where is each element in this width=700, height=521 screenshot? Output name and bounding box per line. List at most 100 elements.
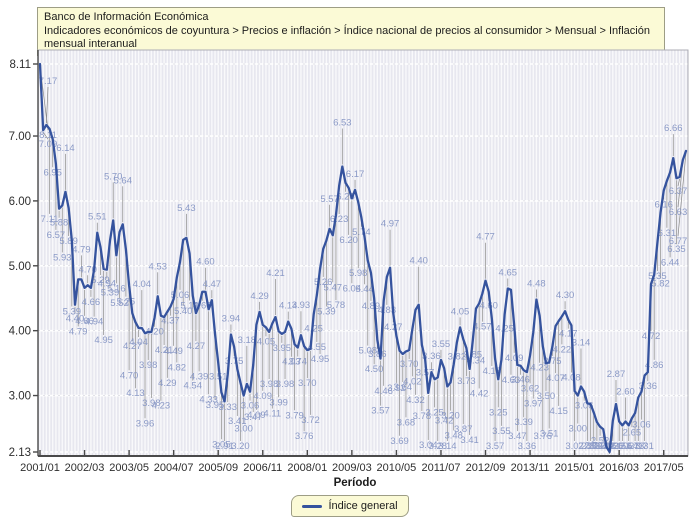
point-label: 4.86 [645,360,664,371]
point-label: 3.55 [492,426,511,437]
point-label: 4.39 [190,371,209,382]
point-label: 3.06 [575,401,594,412]
point-label: 5.64 [113,175,132,186]
x-tick-label: 2011/07 [421,462,460,474]
breadcrumb: Indicadores económicos de coyuntura > Pr… [44,24,650,51]
point-label: 6.28 [336,192,355,203]
point-label: 2.73 [626,441,645,452]
point-label: 4.23 [530,363,549,374]
point-label: 2.52 [591,436,610,447]
point-label: 4.89 [362,301,381,312]
point-label: 5.52 [110,298,129,309]
point-label: 4.60 [479,301,498,312]
point-label: 4.97 [381,219,400,230]
page-title: Banco de Información Económica [44,11,209,23]
point-label: 2.48 [594,441,613,452]
point-label: 3.62 [521,383,540,394]
point-label: 3.18 [238,335,257,346]
point-label: 3.25 [489,407,508,418]
point-label: 6.37 [669,186,688,197]
point-label: 3.72 [301,415,320,426]
point-label: 3.47 [244,412,263,423]
point-label: 3.69 [390,436,409,447]
point-label: 2.54 [613,441,632,452]
point-label: 4.34 [467,356,486,367]
point-label: 4.95 [311,354,330,365]
point-label: 4.07 [546,373,565,384]
point-label: 4.57 [473,322,492,333]
point-label: 4.04 [129,337,148,348]
point-label: 3.85 [464,349,483,360]
x-tick-label: 2013/11 [511,462,550,474]
point-label: 3.47 [508,431,527,442]
point-label: 6.63 [669,207,688,218]
point-label: 3.00 [569,424,588,435]
point-label: 4.77 [476,232,495,243]
point-label: 3.94 [222,314,241,325]
point-label: 4.05 [451,306,470,317]
point-label: 5.39 [101,287,120,298]
point-label: 4.05 [257,336,276,347]
series-line-swatch [302,504,323,508]
point-label: 2.59 [588,441,607,452]
point-label: 3.57 [486,441,505,452]
point-label: 5.40 [174,306,193,317]
x-tick-label: 2010/05 [377,462,417,474]
point-label: 4.48 [527,279,546,290]
point-label: 2.87 [607,369,626,380]
point-label: 3.86 [368,349,387,360]
point-label: 4.60 [193,301,212,312]
point-label: 4.70 [120,370,139,381]
point-label: 4.11 [263,409,281,420]
point-label: 5.44 [355,284,374,295]
point-label: 3.74 [289,357,308,368]
y-tick-label: 6.00 [9,196,31,208]
x-tick-label: 2002/03 [65,462,105,474]
point-label: 3.57 [371,406,390,417]
point-label: 5.19 [180,300,199,311]
point-label: 7.11 [41,214,59,225]
point-label: 4.79 [69,326,88,337]
point-label: 3.00 [234,424,253,435]
point-label: 3.06 [241,401,260,412]
point-label: 3.14 [438,441,457,452]
point-label: 4.37 [161,316,180,327]
point-label: 6.77 [669,236,688,247]
x-tick-label: 2017/05 [644,462,684,474]
point-label: 4.60 [196,257,215,268]
x-tick-label: 2003/05 [109,462,149,474]
x-tick-label: 2004/07 [154,462,194,474]
point-label: 5.88 [50,218,69,229]
point-label: 5.78 [327,300,346,311]
point-label: 4.25 [304,323,323,334]
point-label: 2.60 [610,441,629,452]
point-label: 4.95 [94,335,113,346]
point-label: 3.95 [206,400,225,411]
point-label: 3.78 [413,411,432,422]
point-label: 6.53 [333,118,352,129]
point-label: 3.07 [565,441,584,452]
y-tick-label: 7.00 [9,131,31,143]
point-label: 4.02 [403,376,422,387]
point-label: 6.95 [43,167,62,178]
point-label: 8.11 [39,130,57,141]
point-label: 4.49 [164,346,183,357]
point-label: 6.35 [667,244,686,255]
point-label: 4.13 [126,388,145,399]
point-label: 6.23 [330,214,349,225]
point-label: 5.47 [324,282,343,293]
point-label: 4.53 [148,261,167,272]
point-label: 3.50 [537,391,556,402]
leader-line [677,152,687,236]
point-label: 4.54 [183,381,202,392]
point-label: 3.05 [212,439,231,450]
x-tick-label: 2009/03 [332,462,372,474]
point-label: 6.14 [56,143,75,154]
point-label: 3.98 [276,379,295,390]
point-label: 4.46 [374,386,393,397]
point-label: 3.39 [514,417,533,428]
x-axis-title: Período [334,477,377,489]
point-label: 4.27 [123,341,142,352]
point-label: 4.09 [505,353,524,364]
